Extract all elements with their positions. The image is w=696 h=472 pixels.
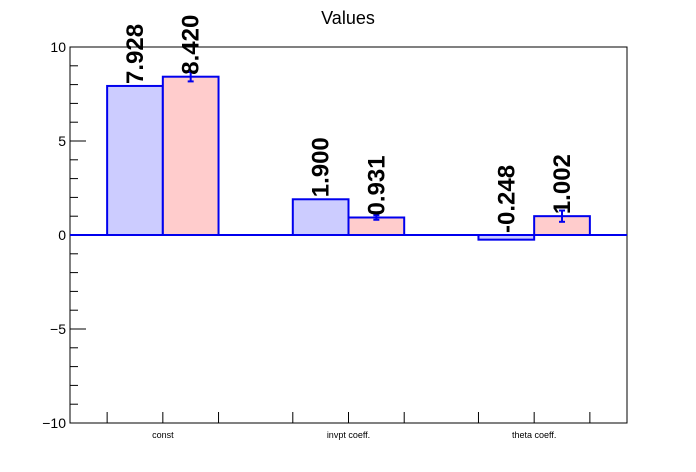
- chart-title: Values: [321, 8, 375, 28]
- data-label: 0.931: [363, 155, 390, 215]
- bar: [106, 84, 164, 236]
- data-label: 1.002: [549, 154, 576, 214]
- data-labels-group: 7.928 1.900 -0.248 8.420 0.931 1.002: [122, 15, 576, 233]
- y-tick-label: 10: [50, 39, 66, 55]
- x-axis: const invpt coeff. theta coeff.: [106, 412, 591, 440]
- bars-group: [106, 75, 591, 241]
- y-tick-label: 0: [58, 227, 66, 243]
- x-tick-label: theta coeff.: [512, 430, 556, 440]
- error-bars-group: [187, 71, 566, 223]
- bar: [291, 198, 350, 236]
- bar: [161, 75, 220, 237]
- x-tick-label: const: [152, 430, 174, 440]
- data-label: -0.248: [493, 165, 520, 233]
- y-axis: 10 5 0 −5 −10: [42, 39, 86, 431]
- data-label: 8.420: [178, 15, 205, 75]
- data-label: 1.900: [308, 137, 335, 197]
- y-tick-label: −10: [42, 415, 66, 431]
- x-tick-label: invpt coeff.: [327, 430, 370, 440]
- y-tick-label: 5: [58, 133, 66, 149]
- y-tick-label: −5: [50, 321, 66, 337]
- data-label: 7.928: [122, 24, 149, 84]
